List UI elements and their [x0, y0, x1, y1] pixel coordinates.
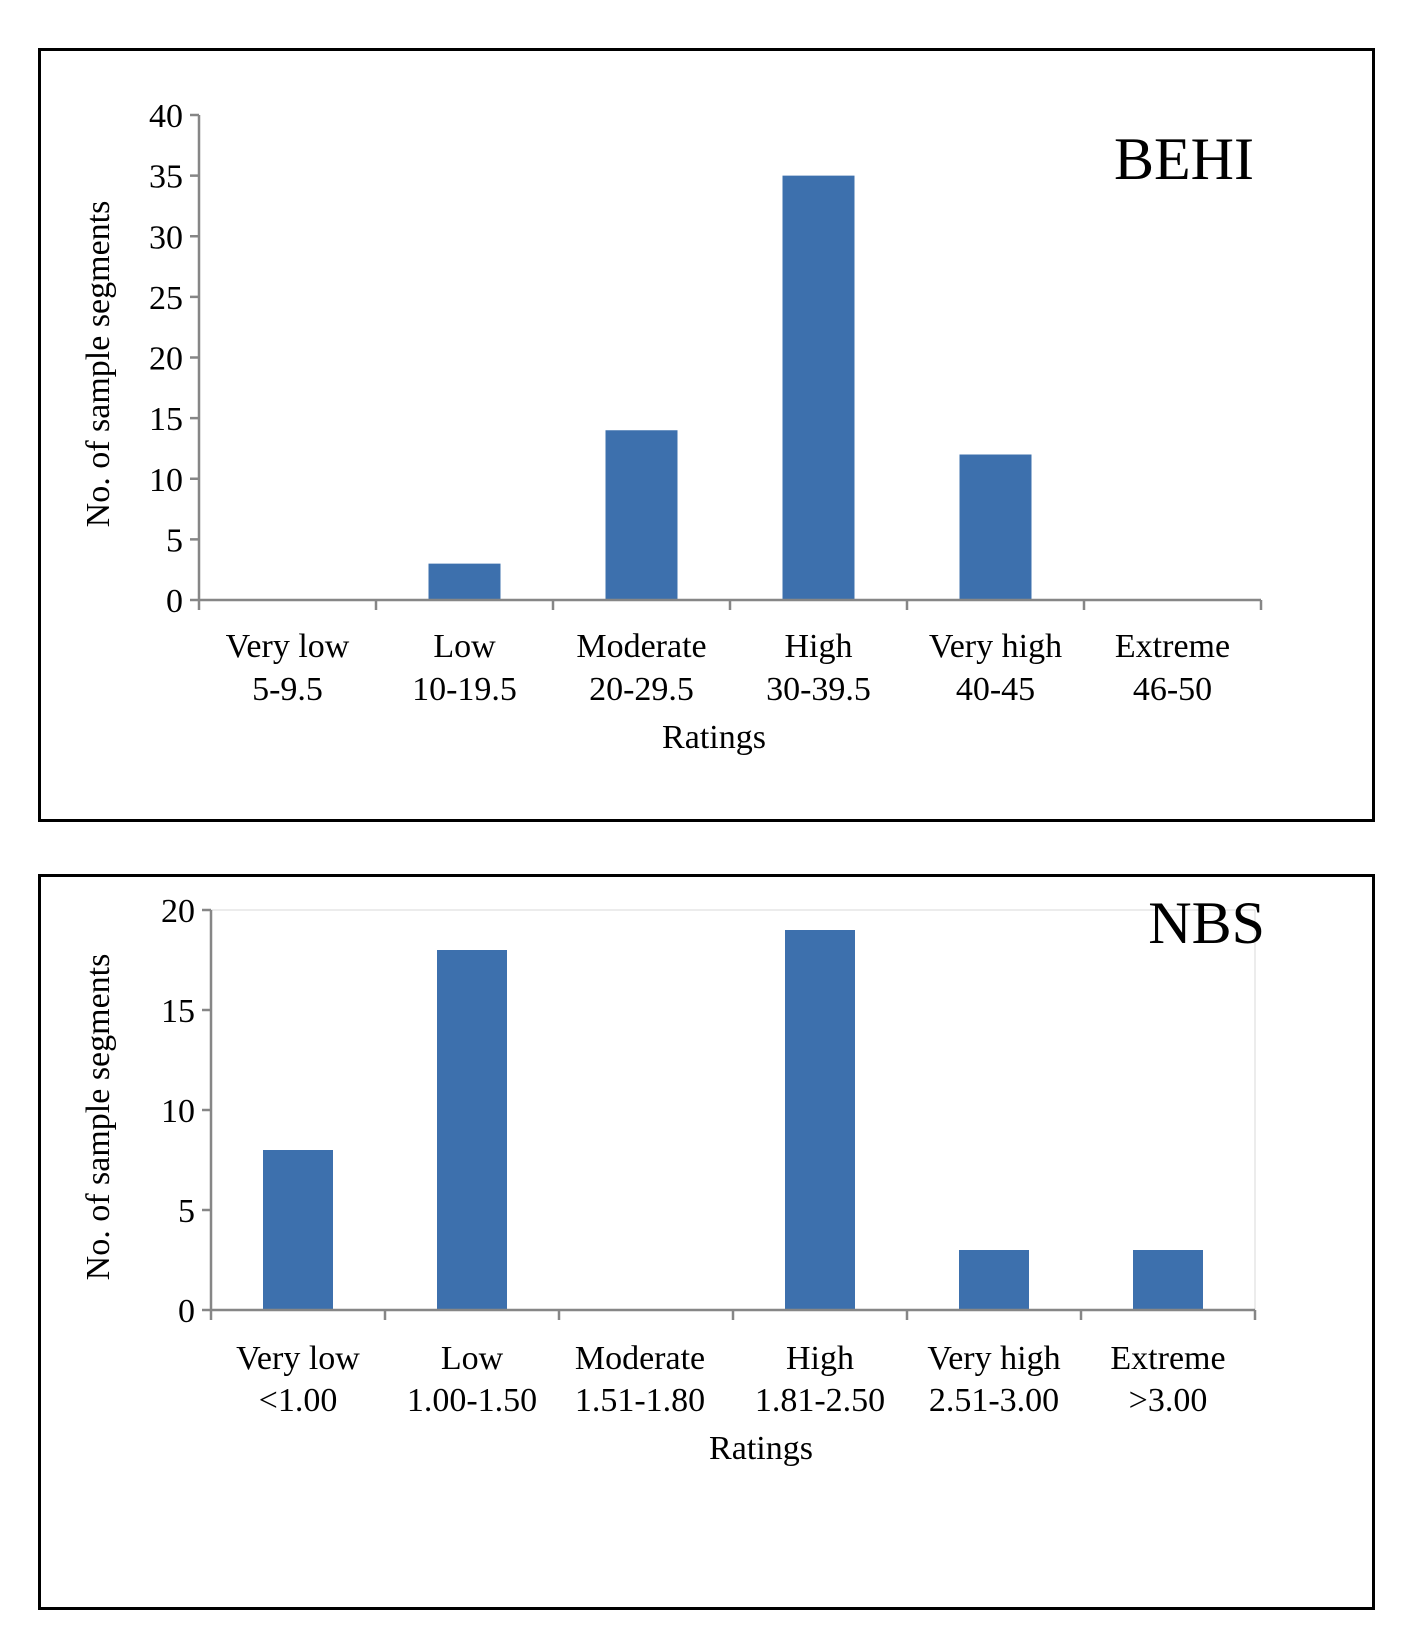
y-tick-label: 15: [161, 993, 195, 1030]
x-category-label: Extreme: [1110, 1340, 1225, 1377]
y-axis-title: No. of sample segments: [80, 954, 117, 1281]
y-tick-label: 30: [149, 219, 183, 256]
x-category-range-label: 10-19.5: [412, 671, 517, 708]
x-category-range-label: 46-50: [1133, 671, 1212, 708]
chart-title: NBS: [1148, 890, 1265, 956]
behi-chart-panel: 0 5 10 15 20 25 30 35 40 Very low 5-9.5 Low 10-19.5 M…: [38, 48, 1375, 822]
y-tick-label: 20: [149, 341, 183, 378]
x-category-label: Extreme: [1115, 628, 1230, 665]
x-category-range-label: 2.51-3.00: [929, 1382, 1059, 1419]
y-tick-label: 15: [149, 401, 183, 438]
x-category-label: Very low: [236, 1340, 360, 1377]
x-category-range-label: >3.00: [1129, 1382, 1208, 1419]
bar-very-high: [959, 454, 1032, 600]
x-category-range-label: 1.51-1.80: [575, 1382, 705, 1419]
bar-high: [782, 175, 855, 600]
x-category-range-label: 5-9.5: [252, 671, 323, 708]
x-axis-title: Ratings: [709, 1430, 813, 1467]
x-category-label: Very high: [929, 628, 1062, 665]
nbs-chart-panel: 0 5 10 15 20 Very low <1.00 Low 1.00-1.50 Moderat…: [38, 874, 1375, 1610]
bar-very-low: [263, 1150, 333, 1310]
x-category-range-label: 20-29.5: [589, 671, 694, 708]
x-category-label: Low: [433, 628, 496, 665]
x-category-range-label: 1.00-1.50: [407, 1382, 537, 1419]
y-tick-label: 10: [149, 462, 183, 499]
x-category-label: Moderate: [575, 1340, 705, 1377]
bar-moderate: [605, 430, 678, 600]
x-category-label: Moderate: [576, 628, 706, 665]
x-category-range-label: 30-39.5: [766, 671, 871, 708]
y-tick-label: 5: [166, 522, 183, 559]
bar-low: [437, 950, 507, 1310]
y-axis-title: No. of sample segments: [80, 201, 117, 528]
y-tick-label: 0: [178, 1293, 195, 1330]
x-category-range-label: <1.00: [259, 1382, 338, 1419]
y-tick-label: 0: [166, 583, 183, 620]
y-tick-label: 5: [178, 1193, 195, 1230]
behi-bar-chart: 0 5 10 15 20 25 30 35 40 Very low 5-9.5 Low 10-19.5 M…: [80, 98, 1263, 756]
plot-area-border: [210, 909, 1256, 1311]
x-category-label: Very high: [927, 1340, 1060, 1377]
y-tick-label: 35: [149, 159, 183, 196]
y-tick-label: 40: [149, 98, 183, 135]
x-category-label: Very low: [226, 628, 350, 665]
y-tick-label: 10: [161, 1093, 195, 1130]
y-tick-label: 25: [149, 280, 183, 317]
bar-low: [428, 563, 501, 600]
nbs-bar-chart: 0 5 10 15 20 Very low <1.00 Low 1.00-1.50 Moderat…: [80, 890, 1265, 1467]
x-category-range-label: 1.81-2.50: [755, 1382, 885, 1419]
x-category-range-label: 40-45: [956, 671, 1035, 708]
bar-extreme: [1133, 1250, 1203, 1310]
x-axis-title: Ratings: [662, 719, 766, 756]
y-tick-label: 20: [161, 893, 195, 930]
x-category-label: Low: [441, 1340, 504, 1377]
chart-title: BEHI: [1114, 126, 1254, 192]
x-category-label: High: [786, 1340, 854, 1377]
x-category-label: High: [785, 628, 853, 665]
bar-high: [785, 930, 855, 1310]
bar-very-high: [959, 1250, 1029, 1310]
